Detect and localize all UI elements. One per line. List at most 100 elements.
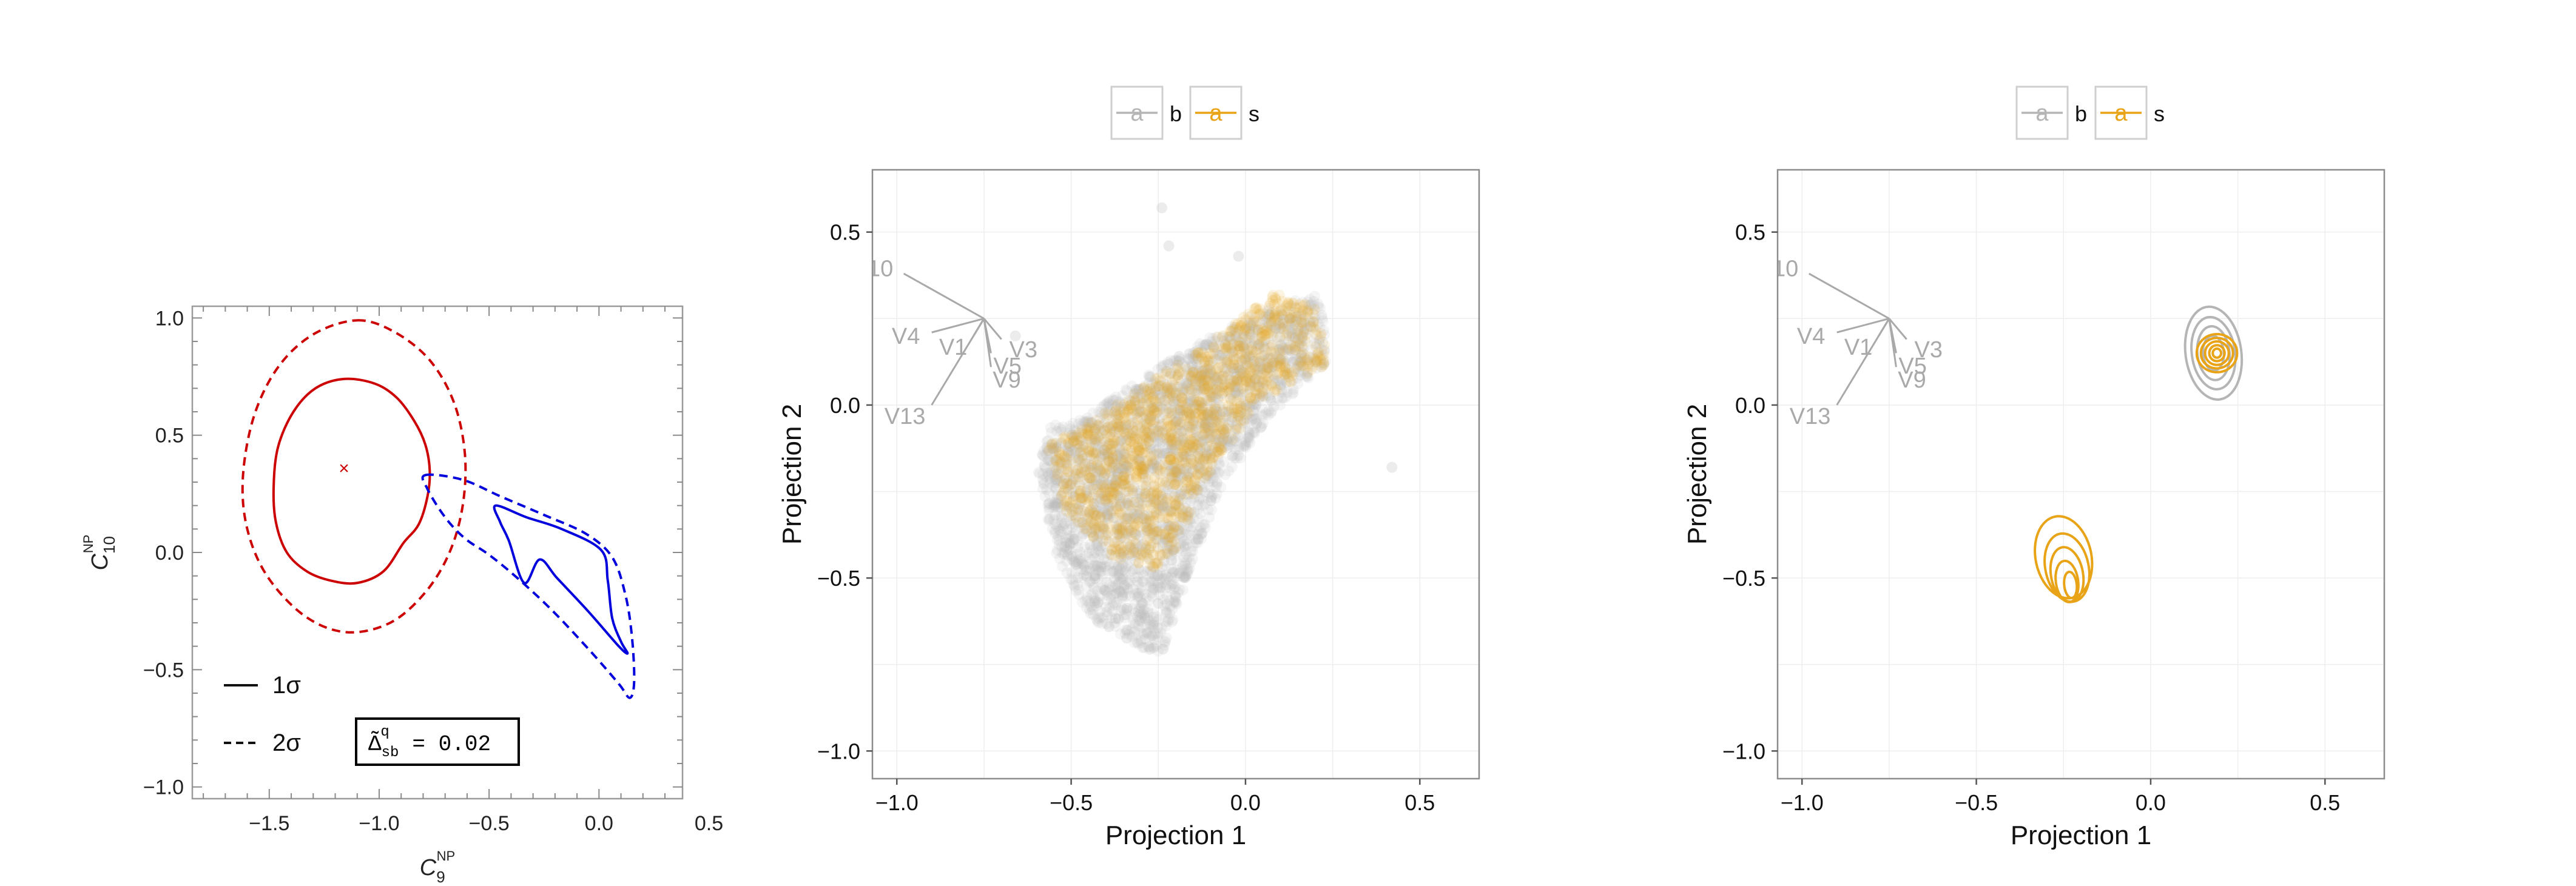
scatter-point-b (1260, 310, 1272, 322)
scatter-point-b (1271, 350, 1283, 361)
scatter-point-b (1127, 508, 1139, 519)
scatter-point-b (1100, 491, 1111, 502)
scatter-point-b (1119, 580, 1130, 592)
scatter-point-b (1256, 409, 1267, 420)
scatter-point-b (1041, 441, 1053, 452)
scatter-point-b (1057, 548, 1069, 560)
scatter-point-b (1211, 411, 1222, 423)
scatter-point-b (1205, 495, 1216, 506)
scatter-point-b (1196, 346, 1207, 357)
scatter-point-s (1143, 436, 1155, 448)
scatter-point-b (1079, 541, 1090, 552)
scatter-point-b (1120, 468, 1131, 479)
scatter-point-b (1094, 463, 1105, 475)
scatter-point-b (1196, 383, 1207, 394)
scatter-point-b (1110, 546, 1122, 557)
scatter-point-b (1221, 335, 1232, 346)
scatter-point-s (1252, 324, 1264, 335)
scatter-point-b (1083, 547, 1094, 559)
scatter-point-b (1056, 520, 1068, 531)
scatter-point-b (1170, 416, 1182, 428)
scatter-point-b (1317, 315, 1329, 327)
x-axis-label-sub: 9 (436, 868, 445, 886)
scatter-point-b (1096, 566, 1108, 577)
scatter-point-b (1055, 502, 1067, 513)
scatter-point-b (1298, 318, 1310, 329)
scatter-point-b (1221, 356, 1233, 367)
scatter-point-b (1210, 335, 1221, 347)
scatter-point-b (1043, 445, 1054, 457)
scatter-point-b (1099, 511, 1110, 523)
scatter-point-b (1070, 479, 1081, 491)
scatter-point-b (1056, 510, 1067, 522)
scatter-point-s (1246, 310, 1258, 321)
scatter-point-b (1094, 566, 1106, 577)
scatter-point-b (1222, 406, 1234, 417)
scatter-point-b (1100, 585, 1111, 596)
scatter-point-b (1210, 434, 1222, 445)
scatter-point-b (1292, 378, 1304, 389)
scatter-point-b (1246, 358, 1258, 370)
scatter-point-b (1112, 485, 1124, 497)
scatter-point-b (1215, 482, 1227, 493)
scatter-point-b (1156, 561, 1168, 572)
scatter-point-s (1099, 407, 1111, 418)
scatter-point-b (1135, 608, 1147, 620)
scatter-point-b (1289, 363, 1301, 374)
scatter-point-b (1113, 568, 1125, 580)
scatter-point-b (1199, 340, 1210, 351)
scatter-point-b (1183, 489, 1195, 500)
scatter-point-s (1085, 466, 1096, 478)
scatter-point-b (1089, 437, 1101, 448)
scatter-point-b (1138, 392, 1149, 404)
annotation-symbol: Δ̃ (368, 730, 382, 757)
scatter-point-b (1083, 461, 1094, 473)
scatter-point-b (1196, 353, 1208, 364)
scatter-point-b (1143, 543, 1155, 555)
scatter-point-b (1258, 308, 1269, 320)
scatter-point-b (1084, 462, 1096, 474)
scatter-point-b (1147, 401, 1158, 412)
scatter-point-b (1097, 612, 1109, 623)
scatter-point-s (1315, 328, 1327, 340)
scatter-point-b (1171, 599, 1182, 610)
scatter-point-b (1100, 541, 1111, 552)
scatter-point-b (1041, 484, 1053, 495)
scatter-point-b (1301, 371, 1313, 382)
scatter-point-b (1153, 435, 1164, 446)
scatter-point-b (1063, 531, 1074, 542)
scatter-point-b (1262, 322, 1273, 334)
scatter-point-b (1114, 628, 1126, 640)
scatter-point-b (1085, 542, 1096, 553)
scatter-point-b (1224, 331, 1236, 343)
scatter-point-b (1222, 442, 1234, 454)
scatter-point-b (1121, 497, 1133, 509)
scatter-point-b (1209, 382, 1221, 394)
scatter-point-b (1160, 534, 1172, 545)
scatter-point-b (1081, 570, 1093, 582)
scatter-point-b (1161, 379, 1173, 391)
scatter-point-b (1077, 453, 1088, 465)
scatter-point-b (1069, 432, 1081, 443)
scatter-point-s (1131, 445, 1143, 457)
scatter-point-b (1218, 405, 1229, 417)
scatter-point-b (1115, 478, 1127, 489)
scatter-point-b (1125, 590, 1136, 602)
scatter-point-b (1177, 506, 1189, 518)
scatter-point-b (1197, 385, 1209, 397)
scatter-point-b (1116, 560, 1128, 571)
scatter-point-b (1082, 415, 1094, 427)
scatter-point-b (1193, 431, 1205, 442)
scatter-point-b (1279, 356, 1290, 367)
scatter-point-b (1273, 323, 1285, 334)
scatter-point-b (1175, 513, 1186, 525)
scatter-point-b (1132, 414, 1144, 426)
scatter-point-b (1110, 440, 1122, 452)
scatter-point-b (1145, 566, 1156, 577)
scatter-point-b (1133, 638, 1144, 649)
scatter-point-b (1145, 581, 1156, 592)
scatter-point-b (1133, 588, 1144, 599)
scatter-point-b (1096, 468, 1107, 479)
scatter-point-b (1118, 609, 1130, 621)
scatter-point-b (1249, 426, 1260, 438)
